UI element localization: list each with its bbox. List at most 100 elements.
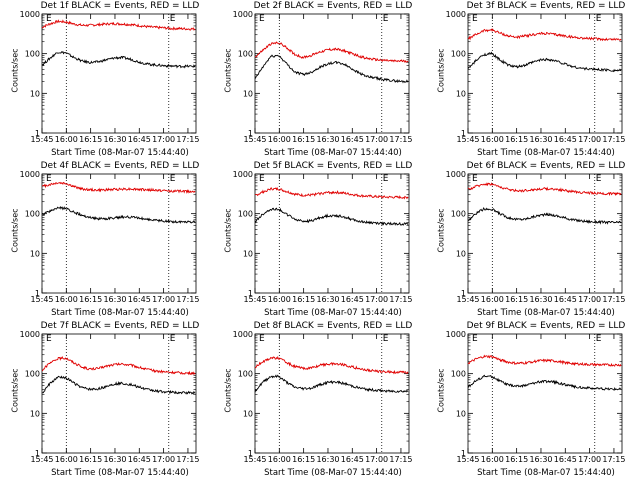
- detector-panel: Det 4f BLACK = Events, RED = LLD E E 1 10 100…: [0, 160, 213, 320]
- marker-label: E: [170, 14, 176, 24]
- x-tick-label: 16:30: [316, 295, 339, 304]
- x-tick-label: 17:15: [389, 295, 412, 304]
- y-tick-label: 1: [35, 289, 40, 298]
- x-axis-label: Start Time (08-Mar-07 15:44:40): [51, 468, 189, 478]
- x-tick-label: 16:45: [554, 135, 577, 144]
- x-tick-label: 16:15: [505, 295, 528, 304]
- x-tick-label: 15:45: [243, 295, 266, 304]
- marker-label: E: [259, 174, 265, 184]
- x-tick-label: 16:45: [554, 295, 577, 304]
- x-tick-label: 15:45: [243, 455, 266, 464]
- y-axis-label: Counts/sec: [436, 208, 446, 253]
- marker-label: E: [46, 174, 52, 184]
- y-tick-label: 1: [35, 129, 40, 138]
- x-tick-label: 16:30: [316, 135, 339, 144]
- x-tick-label: 17:00: [578, 295, 601, 304]
- lld-series-line: [41, 19, 196, 31]
- x-tick-label: 16:15: [292, 295, 315, 304]
- x-tick-label: 17:00: [365, 455, 388, 464]
- x-axis-label: Start Time (08-Mar-07 15:44:40): [477, 468, 615, 478]
- y-tick-label: 100: [238, 50, 253, 59]
- events-series-line: [467, 51, 622, 73]
- x-tick-label: 17:15: [602, 295, 625, 304]
- y-tick-label: 1000: [446, 170, 466, 179]
- y-tick-label: 1: [461, 449, 466, 458]
- y-tick-label: 1: [35, 449, 40, 458]
- y-tick-label: 1000: [233, 170, 253, 179]
- y-axis-label: Counts/sec: [10, 48, 20, 93]
- plot-frame: [467, 333, 623, 454]
- marker-label: E: [596, 334, 602, 344]
- detector-panel: Det 5f BLACK = Events, RED = LLD E E 1 10 100…: [213, 160, 426, 320]
- y-tick-label: 100: [25, 50, 40, 59]
- y-tick-label: 100: [451, 50, 466, 59]
- y-tick-label: 10: [456, 249, 466, 258]
- detector-panel: Det 1f BLACK = Events, RED = LLD E E 1 10 100…: [0, 0, 213, 160]
- x-tick-label: 17:00: [365, 295, 388, 304]
- y-axis-label: Counts/sec: [223, 208, 233, 253]
- events-series-line: [41, 375, 196, 395]
- x-tick-label: 16:15: [79, 455, 102, 464]
- panel-title: Det 4f BLACK = Events, RED = LLD: [40, 161, 200, 171]
- x-tick-label: 16:45: [341, 295, 364, 304]
- x-axis-label: Start Time (08-Mar-07 15:44:40): [264, 308, 402, 318]
- plot-frame: [41, 13, 197, 134]
- x-tick-label: 16:00: [55, 295, 78, 304]
- x-tick-label: 17:00: [578, 135, 601, 144]
- detector-panel: Det 3f BLACK = Events, RED = LLD E E 1 10 100…: [426, 0, 639, 160]
- x-tick-label: 16:45: [128, 135, 151, 144]
- events-series-line: [254, 207, 409, 226]
- y-tick-label: 10: [30, 89, 40, 98]
- x-tick-label: 16:15: [79, 295, 102, 304]
- x-tick-label: 17:00: [152, 455, 175, 464]
- x-tick-label: 16:30: [529, 455, 552, 464]
- x-tick-label: 16:45: [554, 455, 577, 464]
- marker-label: E: [170, 174, 176, 184]
- y-tick-label: 10: [30, 249, 40, 258]
- x-tick-label: 16:15: [292, 135, 315, 144]
- lld-series-line: [254, 355, 409, 375]
- x-axis-label: Start Time (08-Mar-07 15:44:40): [264, 468, 402, 478]
- y-tick-label: 1: [248, 289, 253, 298]
- events-series-line: [254, 374, 409, 393]
- marker-label: E: [170, 334, 176, 344]
- x-tick-label: 16:15: [505, 135, 528, 144]
- x-tick-label: 17:15: [176, 135, 199, 144]
- x-tick-label: 15:45: [456, 455, 479, 464]
- y-tick-label: 10: [243, 89, 253, 98]
- x-tick-label: 15:45: [30, 295, 53, 304]
- plot-frame: [467, 13, 623, 134]
- panel-title: Det 3f BLACK = Events, RED = LLD: [466, 1, 626, 11]
- y-axis-label: Counts/sec: [10, 208, 20, 253]
- detector-panel: Det 7f BLACK = Events, RED = LLD E E 1 10 100…: [0, 320, 213, 480]
- x-tick-label: 16:00: [481, 295, 504, 304]
- detector-panel: Det 2f BLACK = Events, RED = LLD E E 1 10 100…: [213, 0, 426, 160]
- y-tick-label: 1000: [20, 330, 40, 339]
- x-tick-label: 15:45: [30, 135, 53, 144]
- x-tick-label: 16:30: [529, 295, 552, 304]
- marker-label: E: [383, 174, 389, 184]
- y-tick-label: 1: [461, 129, 466, 138]
- detector-panel: Det 8f BLACK = Events, RED = LLD E E 1 10 100…: [213, 320, 426, 480]
- x-tick-label: 15:45: [456, 135, 479, 144]
- lld-series-line: [255, 186, 409, 200]
- x-tick-label: 15:45: [456, 295, 479, 304]
- x-tick-label: 16:45: [341, 135, 364, 144]
- marker-label: E: [46, 334, 52, 344]
- plot-frame: [254, 333, 410, 454]
- x-tick-label: 17:15: [389, 135, 412, 144]
- lld-series-line: [41, 181, 196, 194]
- x-tick-label: 15:45: [30, 455, 53, 464]
- x-tick-label: 16:00: [268, 455, 291, 464]
- x-tick-label: 16:00: [55, 455, 78, 464]
- plot-frame: [254, 13, 410, 134]
- y-tick-label: 10: [243, 249, 253, 258]
- y-tick-label: 10: [456, 89, 466, 98]
- x-axis-label: Start Time (08-Mar-07 15:44:40): [51, 308, 189, 318]
- plot-frame: [254, 173, 410, 294]
